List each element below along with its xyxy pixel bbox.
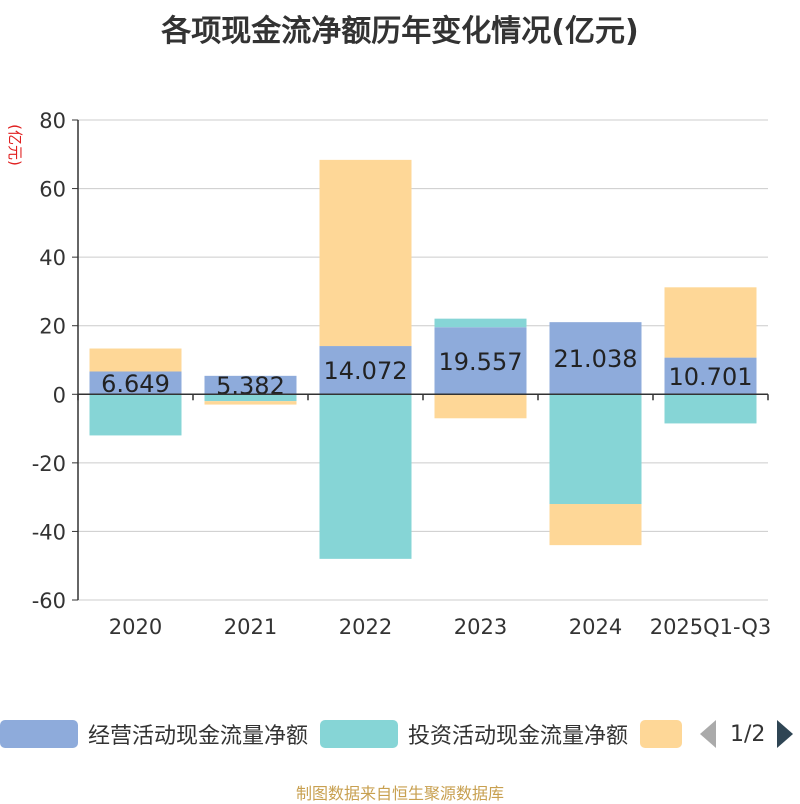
data-label: 19.557 (439, 348, 523, 376)
data-label: 10.701 (669, 363, 753, 391)
legend-item-operating[interactable]: 经营活动现金流量净额 (0, 714, 308, 754)
bar-series0-2020 (89, 371, 182, 395)
x-tick-label: 2023 (454, 615, 507, 639)
bar-series2-2022 (319, 159, 412, 347)
y-tick-label: 80 (39, 109, 66, 133)
data-label: 21.038 (554, 345, 638, 373)
y-tick-label: -20 (32, 452, 66, 476)
bar-series1-2021 (204, 394, 297, 402)
bar-series1-2024 (549, 394, 642, 504)
legend-item-investing[interactable]: 投资活动现金流量净额 (320, 714, 628, 754)
y-tick-label: 40 (39, 246, 66, 270)
bar-series2-2021 (204, 401, 297, 405)
bar-series1-2023 (434, 318, 527, 328)
legend-pager: 1/2 (700, 714, 794, 754)
legend-item-financing[interactable] (640, 714, 682, 754)
y-tick-label: -60 (32, 589, 66, 613)
bar-series2-2025Q1-Q3 (664, 287, 757, 358)
legend-swatch-investing (320, 720, 398, 748)
x-tick-label: 2025Q1-Q3 (650, 615, 772, 639)
x-tick-label: 2020 (109, 615, 162, 639)
chart-title: 各项现金流净额历年变化情况(亿元) (161, 14, 639, 49)
bar-series0-2024 (549, 322, 642, 395)
bar-series1-2022 (319, 394, 412, 559)
data-label: 6.649 (101, 370, 170, 398)
y-axis-label: (亿元) (6, 124, 24, 166)
bar-series2-2024 (549, 504, 642, 546)
y-tick-label: -40 (32, 520, 66, 544)
x-tick-label: 2022 (339, 615, 392, 639)
y-tick-label: 0 (53, 383, 66, 407)
x-tick-label: 2024 (569, 615, 622, 639)
bar-series1-2020 (89, 394, 182, 436)
legend-label-operating: 经营活动现金流量净额 (88, 724, 309, 749)
bar-series0-2025Q1-Q3 (664, 357, 757, 395)
bar-chart: -60 -40 -20 0 20 40 60 80 6.649 5.382 14.072 19.557… (6, 109, 772, 639)
bar-series2-2020 (89, 348, 182, 372)
bar-series0-2023 (434, 327, 527, 395)
bar-series0-2022 (319, 346, 412, 395)
x-tick-label: 2021 (224, 615, 277, 639)
data-label: 14.072 (324, 357, 408, 385)
source-note: 制图数据来自恒生聚源数据库 (295, 784, 504, 803)
legend: 经营活动现金流量净额 投资活动现金流量净额 (0, 714, 800, 754)
bar-series1-2025Q1-Q3 (664, 394, 757, 424)
legend-swatch-financing (640, 720, 682, 748)
legend-swatch-operating (0, 720, 78, 748)
bar-series0-2021 (204, 375, 297, 395)
pager-prev-icon[interactable] (700, 720, 716, 748)
y-tick-label: 20 (39, 315, 66, 339)
pager-next-icon[interactable] (777, 720, 794, 748)
bar-series2-2023 (434, 394, 527, 419)
y-tick-label: 60 (39, 178, 66, 202)
legend-label-investing: 投资活动现金流量净额 (408, 724, 629, 749)
pager-page-text: 1/2 (730, 721, 766, 747)
data-label: 5.382 (216, 372, 285, 400)
